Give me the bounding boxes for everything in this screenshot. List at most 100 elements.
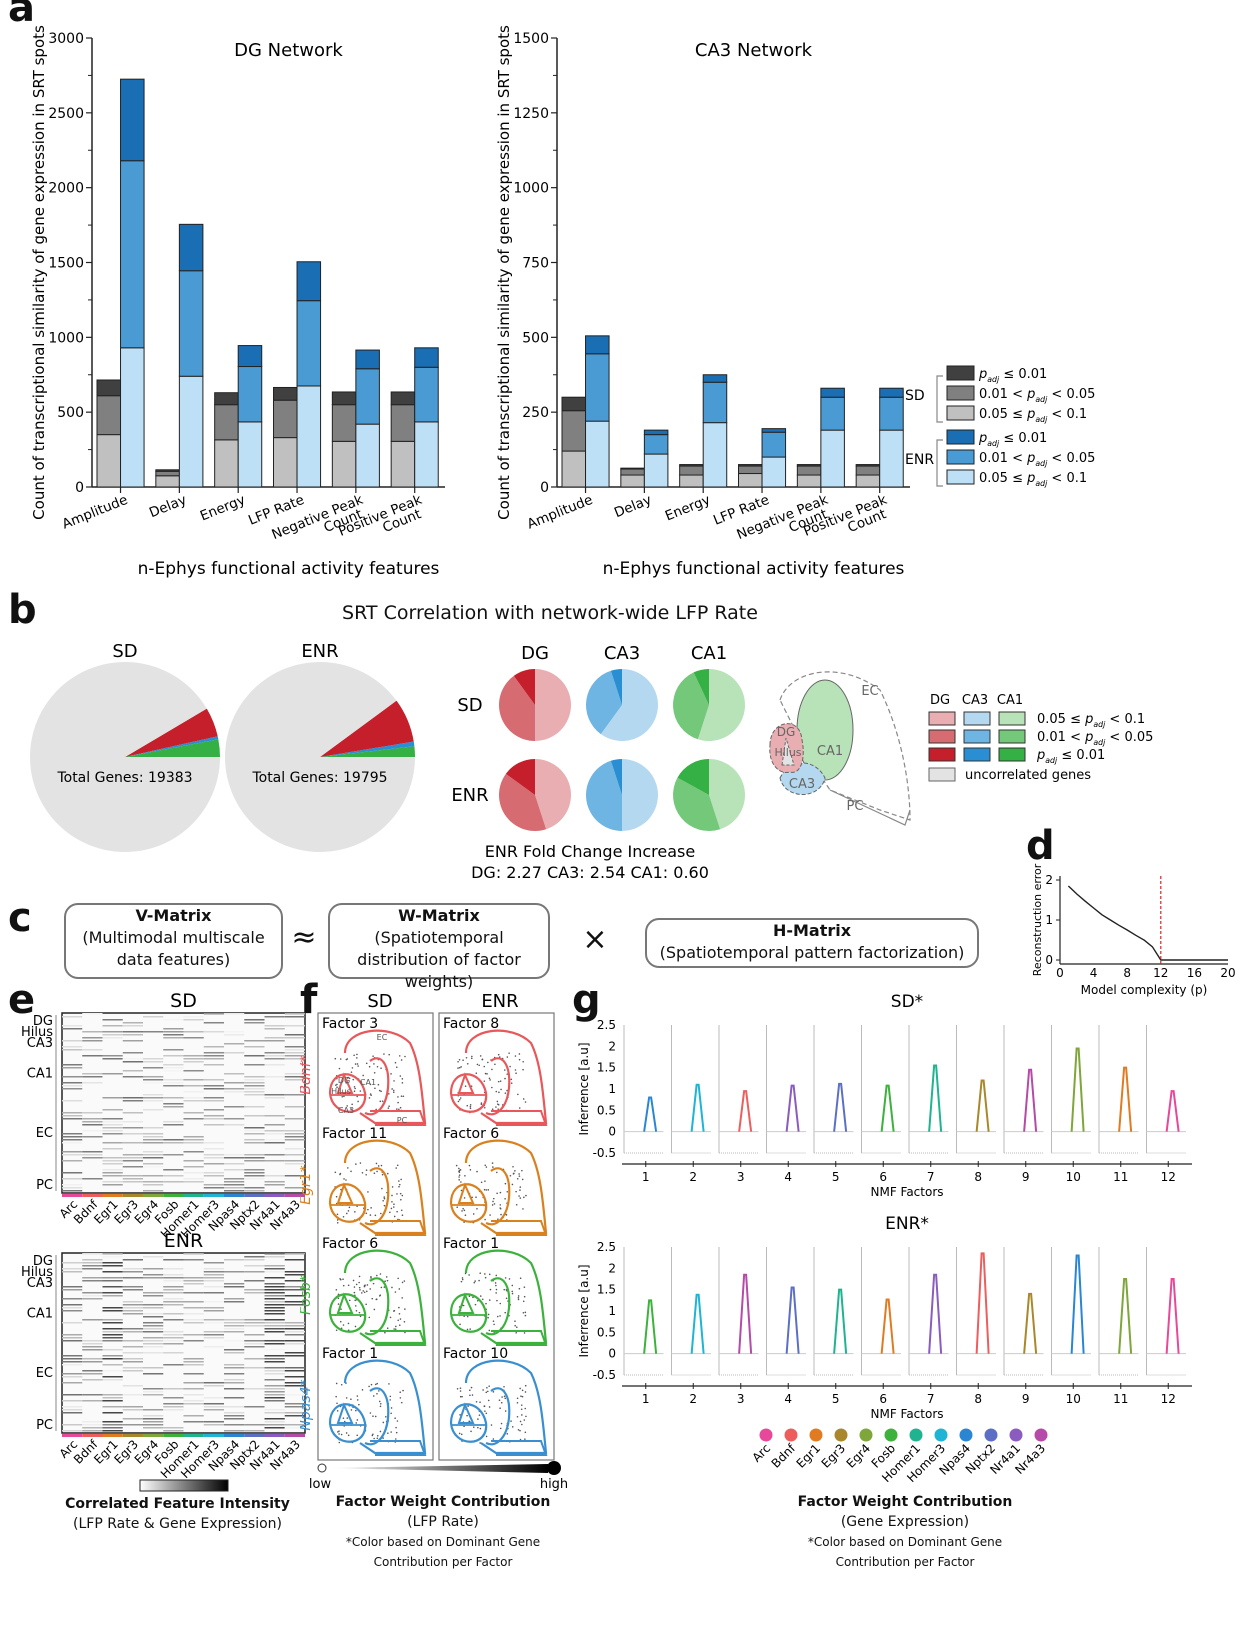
heatmap-cell [62, 1184, 83, 1186]
weight-dot [369, 1288, 371, 1290]
heatmap-gene-color-bar [143, 1434, 164, 1437]
weight-dot [518, 1287, 521, 1290]
weight-dot [386, 1172, 389, 1175]
gene-color-legend: ArcBdnfEgr1Egr3Egr4FosbHomer1Homer3Npas4… [750, 1428, 1048, 1485]
x-tick-label: 4 [784, 1392, 792, 1406]
heatmap-cell [102, 1412, 123, 1414]
weight-dot [394, 1328, 397, 1330]
ec-outline [343, 1029, 427, 1125]
bar-sd-segment [620, 467, 645, 470]
weight-dot [374, 1214, 377, 1217]
heatmap-cell [224, 1169, 245, 1171]
weight-dot [495, 1274, 498, 1277]
weight-dot [339, 1320, 342, 1323]
weight-dot [394, 1417, 396, 1420]
heatmap-cell [102, 1292, 123, 1294]
heatmap-cell [102, 1157, 123, 1159]
x-tick-label: 5 [832, 1392, 840, 1406]
heatmap-cell [62, 1373, 83, 1375]
legend-swatch [928, 711, 956, 726]
gene-dot-egr3 [834, 1428, 848, 1442]
weight-dot [518, 1173, 520, 1175]
legend-row-label: padj ≤ 0.01 [1036, 748, 1105, 765]
heatmap-cell [264, 1298, 285, 1300]
weight-dot [336, 1083, 338, 1086]
heatmap-cell [163, 1085, 184, 1087]
weight-dot [459, 1097, 462, 1099]
weight-dot [337, 1431, 339, 1433]
weight-dot [393, 1310, 395, 1312]
heatmap-cell [244, 1130, 265, 1132]
region-row-label: SD [457, 695, 482, 716]
weight-dot [357, 1065, 359, 1067]
label-dg: DG [777, 725, 796, 739]
x-tick-label: 8 [974, 1392, 982, 1406]
y-tick-label: 3000 [48, 31, 84, 47]
heatmap-cell [82, 1400, 103, 1402]
dg-ca3-outline [328, 1183, 367, 1223]
weight-dot [460, 1280, 463, 1283]
weight-dot [337, 1297, 340, 1300]
region-pie-sd-dg-slice [535, 669, 571, 741]
heatmap-cell [143, 1367, 164, 1369]
heatmap-cell [62, 1310, 83, 1312]
heatmap-sd-title: SD [170, 990, 197, 1012]
heatmap-cell [82, 1319, 103, 1321]
heatmap-cell [224, 1352, 245, 1354]
heatmap-cell [163, 1142, 184, 1144]
heatmap-cell [224, 1424, 245, 1426]
bar-sd-segment [214, 392, 239, 406]
weight-dot [383, 1197, 386, 1200]
bar-enr-segment [178, 270, 204, 377]
weight-dot [479, 1442, 481, 1444]
heatmap-cell [264, 1424, 285, 1426]
weight-dot [521, 1178, 524, 1181]
pc-outline [491, 1220, 548, 1236]
heatmap-cell [183, 1253, 204, 1255]
w-matrix-title: W-Matrix [398, 906, 480, 925]
heatmap-cell [264, 1016, 285, 1018]
heatmap-gene-color-bar [163, 1194, 184, 1197]
weight-dot [456, 1387, 459, 1390]
heatmap-cell [284, 1322, 305, 1324]
bar-sd-segment [855, 464, 881, 467]
weight-dot [375, 1298, 378, 1300]
brain-label-ec: EC [377, 1033, 388, 1042]
heatmap-cell [163, 1334, 184, 1336]
weight-dot [388, 1105, 390, 1108]
weight-dot [399, 1075, 402, 1077]
heatmap-cell [264, 1400, 285, 1402]
heatmap-cell [183, 1334, 204, 1336]
heatmap-cell [284, 1037, 305, 1039]
heatmap-cell [203, 1310, 224, 1312]
weight-dot [460, 1189, 463, 1192]
weight-dot [395, 1426, 397, 1429]
weight-dot [382, 1421, 385, 1424]
heatmap-cell [224, 1382, 245, 1384]
weight-dot [342, 1324, 345, 1326]
heatmap-cell [183, 1118, 204, 1120]
weight-dot [487, 1061, 489, 1064]
heatmap-gene-color-bar [62, 1434, 83, 1437]
heatmap-cell [284, 1403, 305, 1405]
y-tick-label: -0.5 [593, 1146, 616, 1160]
heatmap-cell [163, 1409, 184, 1411]
weight-dot [515, 1072, 517, 1075]
weight-dot [521, 1389, 524, 1392]
legend-item-label: padj ≤ 0.01 [978, 367, 1047, 384]
heatmap-cell [284, 1046, 305, 1048]
heatmap-cell [224, 1082, 245, 1084]
weight-dot [464, 1175, 466, 1177]
heatmap-cell [62, 1262, 83, 1264]
heatmap-cell [143, 1142, 164, 1144]
heatmap-cell [163, 1289, 184, 1291]
heatmap-cell [264, 1025, 285, 1027]
heatmap-cell [102, 1307, 123, 1309]
heatmap-cell [102, 1265, 123, 1267]
weight-dot [482, 1389, 484, 1391]
heatmap-enr-title: ENR [164, 1230, 203, 1252]
weight-dot [469, 1389, 471, 1392]
weight-dot [504, 1092, 507, 1094]
heatmap-cell [244, 1169, 265, 1171]
total-pie-slice [125, 708, 218, 757]
